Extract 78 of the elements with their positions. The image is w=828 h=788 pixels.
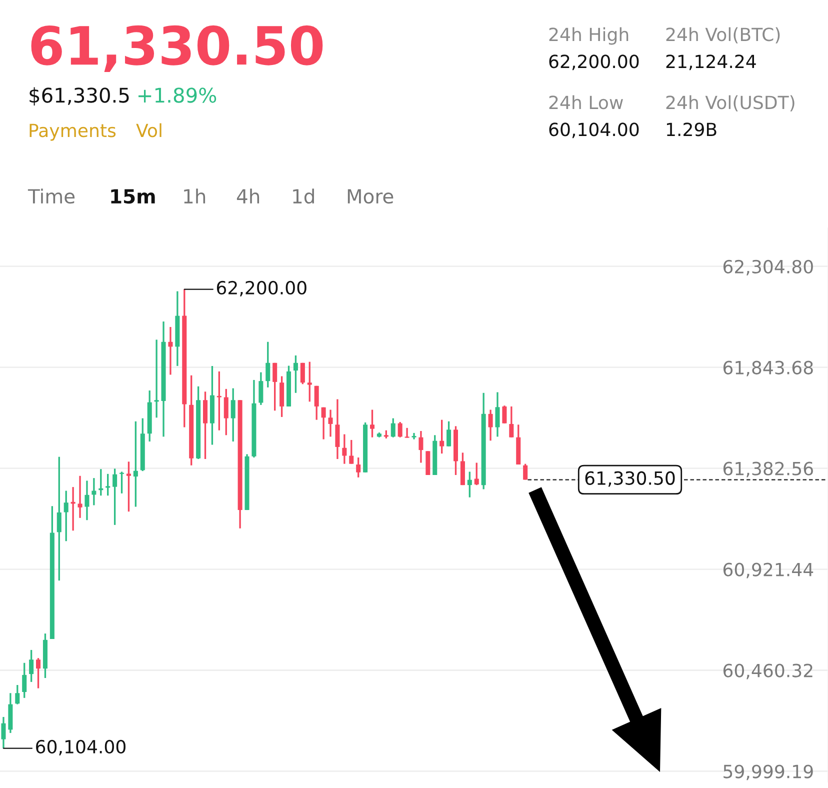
candlestick bbox=[258, 371, 264, 406]
candlestick bbox=[502, 404, 507, 424]
text: 1.29B bbox=[666, 122, 716, 136]
candlestick bbox=[29, 649, 34, 683]
candlestick bbox=[120, 470, 124, 494]
candlestick bbox=[390, 417, 396, 438]
candlestick bbox=[22, 662, 27, 699]
candlestick bbox=[440, 418, 444, 454]
candlestick bbox=[398, 421, 402, 438]
text: Payments bbox=[30, 124, 116, 141]
chart-subtitle: $61,330.5 +1.89% bbox=[30, 87, 216, 106]
text: 21,124.24 bbox=[666, 54, 756, 70]
candlestick bbox=[467, 470, 472, 498]
text: 24h Vol(BTC) bbox=[666, 27, 780, 44]
candlestick bbox=[328, 408, 333, 438]
candlestick bbox=[349, 439, 354, 465]
y-tick-label: 60,921.44 bbox=[723, 562, 814, 578]
candlestick bbox=[106, 473, 110, 496]
candlestick bbox=[224, 388, 228, 436]
text: 24h High bbox=[549, 27, 628, 45]
candlestick bbox=[418, 430, 424, 464]
text: 24h Vol(USDT) bbox=[666, 95, 794, 112]
text: 4h bbox=[236, 188, 260, 204]
candlestick bbox=[216, 370, 222, 432]
y-tick-label: 59,999.19 bbox=[724, 764, 813, 780]
text: 15m bbox=[111, 189, 155, 204]
candlestick bbox=[203, 390, 208, 460]
ref-line-label: 61,330.50 bbox=[585, 471, 675, 487]
candlestick bbox=[280, 375, 284, 418]
y-tick-label: 61,843.68 bbox=[723, 360, 813, 376]
text: 1d bbox=[293, 188, 314, 204]
candlestick bbox=[126, 460, 131, 512]
annotation: 60,104.00 bbox=[36, 740, 126, 756]
text: 62,200.00 bbox=[549, 54, 639, 70]
candlestick bbox=[272, 362, 278, 412]
candlestick bbox=[523, 463, 528, 481]
text: Time bbox=[28, 188, 75, 204]
candlestick bbox=[314, 385, 319, 421]
candlestick bbox=[488, 408, 493, 442]
candlestick bbox=[335, 398, 340, 460]
candlestick bbox=[230, 387, 236, 442]
candlestick bbox=[412, 432, 416, 440]
candlestick bbox=[460, 452, 465, 486]
candlestick bbox=[84, 480, 90, 521]
candlestick bbox=[293, 354, 298, 394]
candlestick bbox=[307, 360, 312, 402]
annotation: 62,200.00 bbox=[216, 280, 306, 296]
candlestick bbox=[1, 716, 6, 750]
y-tick-label: 60,460.32 bbox=[723, 664, 812, 680]
candlestick bbox=[36, 657, 41, 690]
candlestick bbox=[154, 338, 159, 418]
candlestick bbox=[474, 462, 479, 486]
text: 24h Low bbox=[549, 95, 623, 110]
candlestick bbox=[78, 475, 82, 519]
text: Vol bbox=[136, 123, 162, 138]
text: 1h bbox=[184, 188, 206, 204]
candlestick bbox=[321, 406, 326, 440]
candlestick bbox=[266, 341, 270, 388]
y-tick-label: 62,304.80 bbox=[723, 260, 813, 276]
candlestick bbox=[56, 456, 62, 582]
candlestick bbox=[495, 391, 500, 438]
y-tick-label: 61,382.56 bbox=[723, 462, 813, 478]
candlestick bbox=[342, 433, 347, 465]
candlestick bbox=[133, 420, 138, 508]
candlestick bbox=[356, 456, 361, 478]
candlestick bbox=[300, 362, 305, 385]
chart-title: 61,330.50 bbox=[31, 25, 323, 72]
candlestick bbox=[404, 427, 410, 439]
candlestick bbox=[426, 450, 430, 476]
candlestick bbox=[64, 490, 68, 542]
text: 60,104.00 bbox=[549, 122, 639, 138]
candlestick bbox=[112, 468, 118, 526]
text: More bbox=[348, 189, 394, 204]
candlestick bbox=[168, 326, 173, 376]
candlestick bbox=[370, 408, 375, 438]
candlestick bbox=[509, 406, 514, 438]
candlestick bbox=[15, 684, 20, 706]
candlestick bbox=[446, 420, 452, 448]
